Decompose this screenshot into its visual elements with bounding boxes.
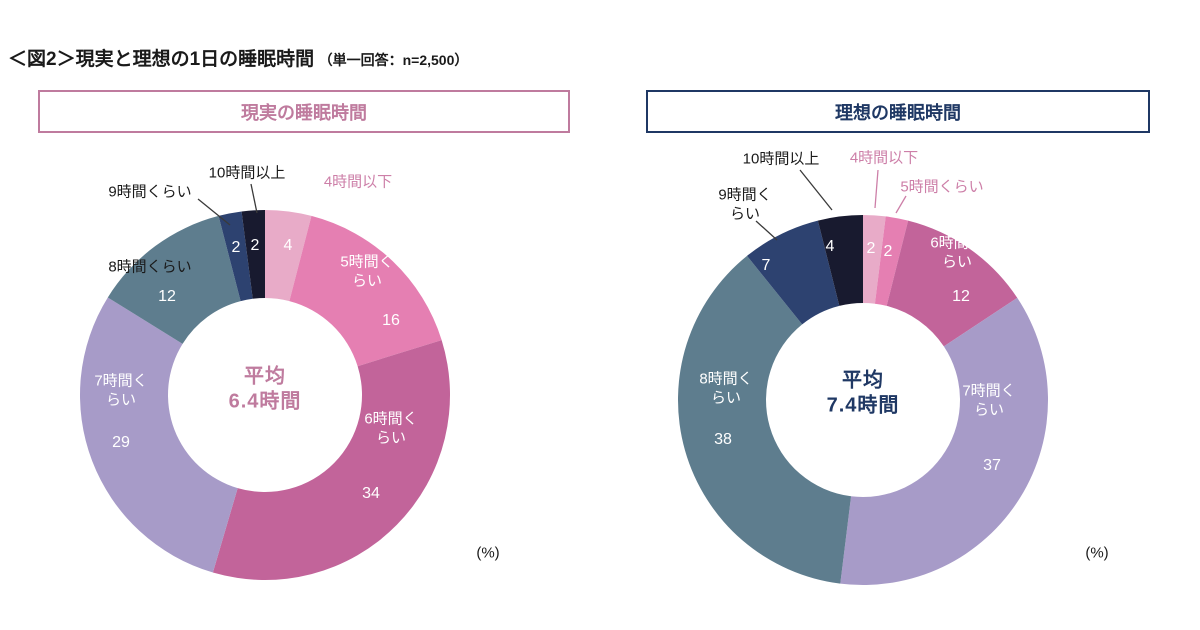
slice-actual-5 (218, 211, 253, 302)
label-actual-5h: 5時間くらい (340, 253, 394, 289)
value-ideal-10h: 4 (825, 238, 835, 255)
value-actual-10h: 2 (250, 237, 260, 254)
slice-ideal-0 (863, 215, 886, 304)
label-actual-7h: 7時間くらい (94, 372, 148, 408)
label-actual-9h: 9時間くらい (108, 183, 192, 201)
slice-ideal-2 (886, 220, 1018, 347)
label-ideal-8h: 8時間くらい (699, 370, 753, 406)
label-actual-6h: 6時間くらい (364, 410, 418, 446)
label-ideal-9h: 9時間くらい (718, 186, 772, 222)
leader-line (755, 220, 778, 241)
label-ideal-10h: 10時間以上 (742, 150, 820, 168)
slice-actual-2 (212, 340, 451, 581)
leader-line (197, 198, 231, 226)
value-ideal-7h: 37 (983, 457, 1001, 474)
donut-actual (79, 210, 451, 581)
slice-ideal-6 (817, 215, 863, 306)
value-ideal-5h: 2 (883, 243, 893, 260)
label-actual-8h: 8時間くらい (108, 258, 192, 276)
value-actual-under4h: 4 (283, 237, 293, 254)
label-ideal-under4h: 4時間以下 (849, 149, 919, 167)
value-actual-7h: 29 (112, 434, 130, 451)
unit-ideal: (%) (1085, 544, 1109, 562)
value-ideal-8h: 38 (714, 431, 732, 448)
label-actual-under4h: 4時間以下 (323, 173, 393, 191)
label-ideal-7h: 7時間くらい (962, 382, 1016, 418)
center-label-ideal-line1: 平均 (842, 369, 884, 392)
figure-title: ＜図2＞現実と理想の1日の睡眠時間 （単一回答：n=2,500） (8, 44, 468, 71)
leader-lines (197, 169, 907, 241)
figure-title-note: （単一回答：n=2,500） (318, 52, 469, 68)
leader-line (874, 169, 879, 209)
unit-actual: (%) (476, 544, 500, 562)
value-ideal-under4h: 2 (866, 240, 876, 257)
leader-line (250, 183, 258, 214)
header-ideal-label: 理想の睡眠時間 (835, 102, 961, 123)
label-actual-10h: 10時間以上 (208, 164, 286, 182)
value-actual-6h: 34 (362, 485, 380, 502)
header-ideal-sleep: 理想の睡眠時間 (646, 90, 1150, 133)
slice-actual-3 (79, 297, 238, 573)
figure-title-main: ＜図2＞現実と理想の1日の睡眠時間 (8, 49, 315, 70)
slice-ideal-5 (747, 220, 840, 325)
label-ideal-6h: 6時間くらい (930, 234, 984, 270)
slice-actual-0 (265, 210, 312, 302)
slice-ideal-3 (840, 297, 1049, 586)
slice-ideal-1 (874, 216, 909, 306)
label-ideal-5h: 5時間くらい (900, 178, 984, 196)
center-label-actual-line2: 6.4時間 (228, 390, 302, 413)
value-ideal-9h: 7 (761, 257, 771, 274)
header-actual-label: 現実の睡眠時間 (241, 102, 367, 123)
center-label-ideal-line2: 7.4時間 (826, 394, 900, 417)
donut-ideal (677, 215, 1049, 586)
value-actual-9h: 2 (231, 239, 241, 256)
leader-line (799, 169, 833, 211)
value-actual-5h: 16 (382, 312, 400, 329)
slice-ideal-4 (677, 255, 852, 584)
leader-line (895, 195, 907, 214)
slice-actual-4 (107, 215, 241, 344)
value-actual-8h: 12 (158, 288, 176, 305)
slice-actual-1 (289, 215, 442, 367)
center-label-actual-line1: 平均 (244, 365, 286, 388)
header-actual-sleep: 現実の睡眠時間 (38, 90, 570, 133)
value-ideal-6h: 12 (952, 288, 970, 305)
slice-actual-6 (241, 210, 265, 299)
